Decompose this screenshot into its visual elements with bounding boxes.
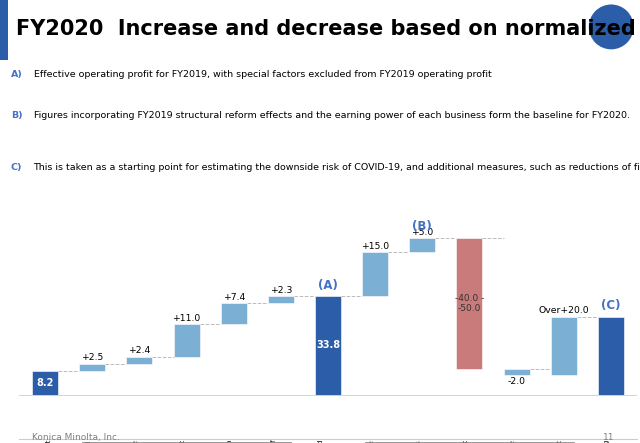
Bar [410,238,435,253]
Bar [504,369,529,375]
Text: 11: 11 [603,433,614,442]
Text: This is taken as a starting point for estimating the downside risk of COVID-19, : This is taken as a starting point for es… [33,163,640,171]
Text: 8.2: 8.2 [36,378,54,388]
Text: +5.0: +5.0 [411,228,433,237]
Bar [79,364,105,371]
Bar [127,357,152,364]
Bar [173,324,200,357]
Text: (C): (C) [601,299,621,312]
Text: 33.8: 33.8 [316,341,340,350]
Bar [268,296,294,303]
Bar [32,371,58,395]
Text: A): A) [11,70,23,79]
Text: Konica Minolta, Inc.: Konica Minolta, Inc. [32,433,120,442]
Text: +2.4: +2.4 [128,346,150,355]
Bar [362,253,388,296]
Bar [0,0,8,60]
Bar [551,317,577,375]
Text: FY2020  Increase and decrease based on normalized FY19 profit: FY2020 Increase and decrease based on no… [16,19,640,39]
Text: B): B) [11,111,22,120]
Text: (A): (A) [318,279,338,292]
Bar [315,296,341,395]
Bar [598,317,624,395]
Text: Figures incorporating FY2019 structural reform effects and the earning power of : Figures incorporating FY2019 structural … [33,111,630,120]
Text: +7.4: +7.4 [223,293,245,302]
Bar [221,303,246,324]
Text: +2.3: +2.3 [269,286,292,295]
Text: C): C) [11,163,22,171]
Text: -2.0: -2.0 [508,377,525,386]
Text: +2.5: +2.5 [81,354,104,362]
Text: Effective operating profit for FY2019, with special factors excluded from FY2019: Effective operating profit for FY2019, w… [33,70,492,79]
Text: (B): (B) [412,221,432,233]
Bar [456,238,483,369]
Text: Over+20.0: Over+20.0 [538,307,589,315]
Text: +15.0: +15.0 [361,242,389,251]
Text: -40.0 -
-50.0: -40.0 - -50.0 [455,294,484,313]
Ellipse shape [589,4,634,49]
Text: +11.0: +11.0 [172,314,201,323]
